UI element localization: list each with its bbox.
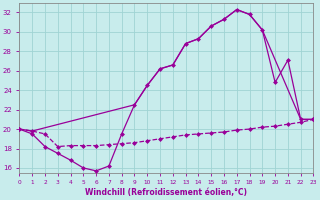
X-axis label: Windchill (Refroidissement éolien,°C): Windchill (Refroidissement éolien,°C) [85,188,247,197]
